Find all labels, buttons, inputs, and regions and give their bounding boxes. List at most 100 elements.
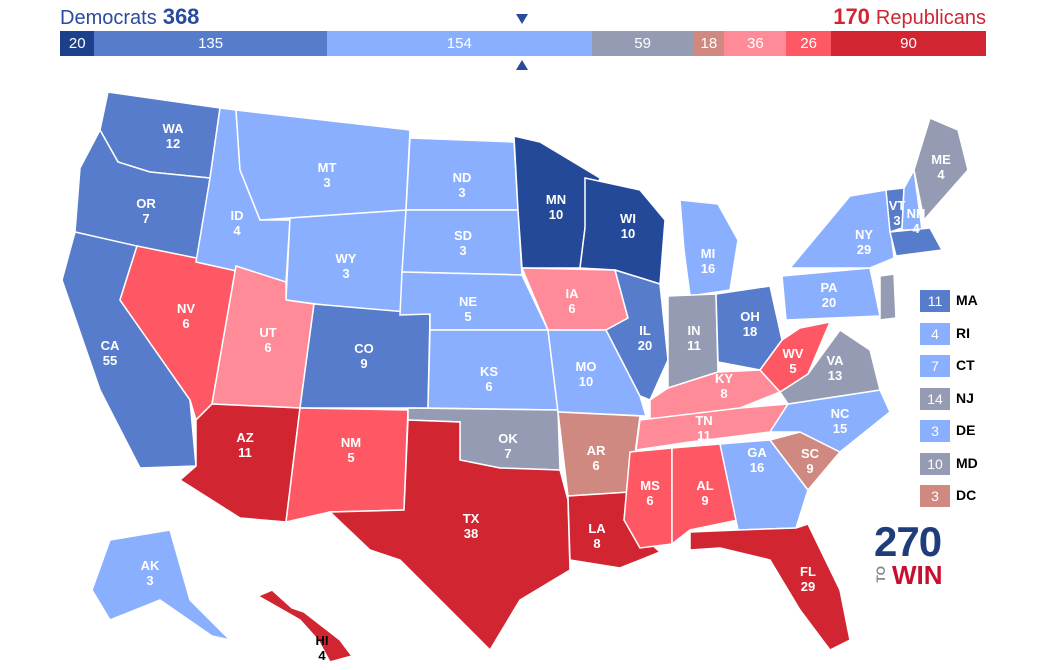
state-ev-AK: 3 — [146, 573, 153, 588]
state-WV[interactable] — [759, 320, 832, 393]
logo-number: 270 — [874, 518, 942, 565]
state-MO[interactable] — [547, 329, 648, 417]
state-ev-OR: 7 — [142, 211, 149, 226]
state-ev-SD: 3 — [459, 243, 466, 258]
state-label-OR: OR — [136, 196, 156, 211]
state-label-SC: SC — [801, 446, 820, 461]
state-MS[interactable] — [623, 447, 673, 549]
state-label-KS: KS — [480, 364, 498, 379]
tally-segment: 90 — [831, 31, 986, 56]
state-NM[interactable] — [285, 407, 409, 523]
logo-to: TO — [874, 566, 888, 583]
state-ev-KS: 6 — [485, 379, 492, 394]
state-AL[interactable] — [671, 443, 739, 546]
state-TX[interactable] — [328, 419, 571, 652]
electoral-tally-bar: 20 135 154 59 18 36 26 90 — [60, 31, 986, 56]
state-label-ND: ND — [453, 170, 472, 185]
state-ev-TX: 38 — [464, 526, 478, 541]
state-ME[interactable] — [913, 116, 969, 222]
state-ev-CA: 55 — [103, 353, 117, 368]
state-label-NM: NM — [341, 435, 361, 450]
header: Democrats 368 170 Republicans 20 135 154 59 18… — [0, 0, 1050, 80]
legend-item-MD[interactable]: 10 MD — [920, 452, 1000, 477]
tally-segment: 135 — [94, 31, 327, 56]
state-label-NC: NC — [831, 406, 850, 421]
state-ev-WI: 10 — [621, 226, 635, 241]
state-label-WI: WI — [620, 211, 636, 226]
state-ev-VA: 13 — [828, 368, 842, 383]
state-ev-CO: 9 — [360, 356, 367, 371]
legend-ev: 14 — [920, 387, 950, 410]
tally-segment: 18 — [693, 31, 725, 56]
state-ev-LA: 8 — [593, 536, 600, 551]
state-label-TN: TN — [695, 413, 712, 428]
state-NY[interactable] — [788, 189, 895, 269]
state-label-CA: CA — [101, 338, 120, 353]
state-ev-AZ: 11 — [238, 445, 252, 460]
legend-item-DC[interactable]: 3 DC — [920, 485, 1000, 509]
state-FL[interactable] — [689, 523, 851, 651]
state-label-FL: FL — [800, 564, 816, 579]
republicans-total: 170 — [833, 4, 870, 29]
democrats-name: Democrats — [60, 7, 157, 29]
republicans-name: Republicans — [875, 7, 986, 29]
state-ev-VT: 3 — [893, 213, 900, 228]
state-HI[interactable] — [256, 589, 354, 663]
legend-item-MA[interactable]: 11 MA — [920, 290, 1000, 314]
legend-ev: 10 — [920, 452, 950, 475]
state-label-SD: SD — [454, 228, 472, 243]
state-label-ID: ID — [231, 208, 244, 223]
tally-segment: 20 — [60, 31, 95, 56]
state-ev-SC: 9 — [806, 461, 813, 476]
state-ev-OH: 18 — [743, 324, 757, 339]
state-MA[interactable] — [889, 227, 944, 257]
state-label-VT: VT — [889, 198, 906, 213]
legend-item-DE[interactable]: 3 DE — [920, 420, 1000, 444]
270-marker-top-icon — [516, 14, 528, 24]
state-ev-AR: 6 — [592, 458, 599, 473]
state-ev-WV: 5 — [789, 361, 796, 376]
state-NJ[interactable] — [879, 273, 897, 321]
state-ev-UT: 6 — [264, 340, 271, 355]
state-label-WY: WY — [336, 251, 357, 266]
state-label-HI: HI — [316, 633, 329, 648]
state-label-AZ: AZ — [236, 430, 253, 445]
state-ev-WY: 3 — [342, 266, 349, 281]
legend-item-NJ[interactable]: 14 NJ — [920, 387, 1000, 412]
legend-state-name: RI — [956, 324, 970, 341]
state-GA[interactable] — [719, 439, 809, 531]
state-label-PA: PA — [820, 280, 838, 295]
state-label-MN: MN — [546, 192, 566, 207]
legend-state-name: MD — [956, 454, 978, 471]
legend-ev: 11 — [920, 290, 950, 312]
legend-ev: 4 — [920, 322, 950, 345]
state-ev-MT: 3 — [323, 175, 330, 190]
state-ev-NY: 29 — [857, 242, 871, 257]
state-ev-FL: 29 — [801, 579, 815, 594]
state-label-WV: WV — [783, 346, 804, 361]
state-ev-ME: 4 — [937, 167, 945, 182]
state-AK[interactable] — [91, 529, 233, 642]
state-ev-NM: 5 — [347, 450, 354, 465]
state-ev-NV: 6 — [182, 316, 189, 331]
state-label-CO: CO — [354, 341, 374, 356]
democrats-total: 368 — [162, 4, 200, 29]
state-ev-ID: 4 — [233, 223, 241, 238]
state-MI[interactable] — [679, 199, 739, 297]
state-label-NH: NH — [907, 206, 926, 221]
state-ev-IL: 20 — [638, 338, 652, 353]
state-label-AL: AL — [696, 478, 713, 493]
legend-item-CT[interactable]: 7 CT — [920, 355, 1000, 379]
state-label-VA: VA — [826, 353, 844, 368]
state-IL[interactable] — [604, 268, 669, 401]
state-AZ[interactable] — [178, 403, 301, 523]
state-label-NE: NE — [459, 294, 477, 309]
state-ev-AL: 9 — [701, 493, 708, 508]
legend-state-name: DC — [956, 487, 977, 503]
state-label-KY: KY — [715, 371, 733, 386]
state-label-AK: AK — [141, 558, 160, 573]
state-label-OH: OH — [740, 309, 760, 324]
270-marker-bottom-icon — [516, 60, 528, 70]
legend-item-RI[interactable]: 4 RI — [920, 322, 1000, 347]
state-ev-IA: 6 — [568, 301, 575, 316]
